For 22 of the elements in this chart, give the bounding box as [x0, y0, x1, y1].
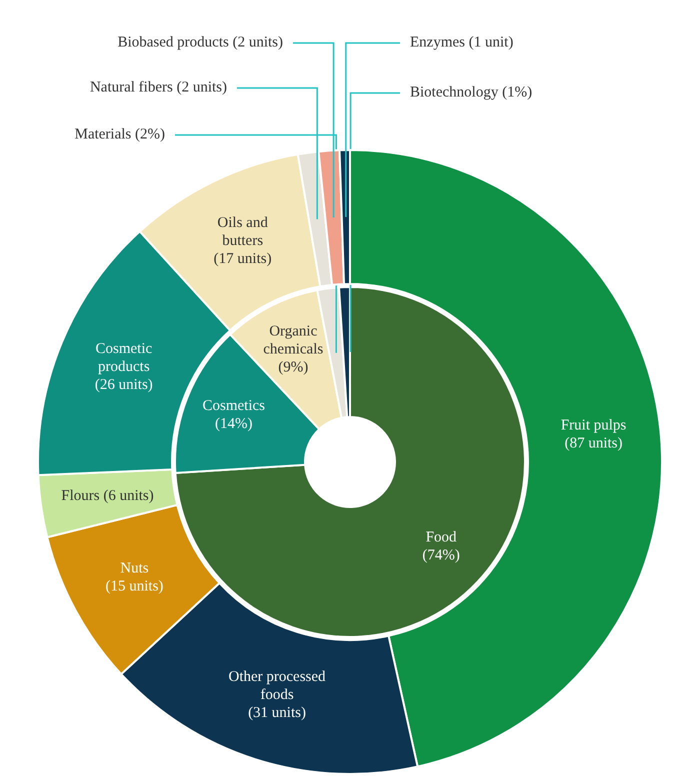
slice-label: Fruit pulps — [560, 418, 626, 434]
data-label: (15 units) — [106, 578, 164, 595]
slice-label: Cosmetic products — [96, 341, 153, 376]
data-label: (31 units) — [248, 705, 306, 722]
slice-label: Biotechnology (1%) — [410, 84, 532, 100]
slice-label: Enzymes (1 unit) — [410, 34, 514, 50]
slice-label: Nuts — [120, 560, 149, 577]
data-label: (87 units) — [564, 436, 622, 452]
slice-label: Oils and butters — [217, 215, 268, 250]
slice-label: Organic chemicals — [263, 324, 324, 358]
slice-label: Other processed foods — [228, 669, 326, 704]
slice-label: Natural fibers (2 units) — [90, 79, 227, 96]
slice-label: Food — [426, 530, 458, 546]
data-label: (26 units) — [94, 377, 153, 394]
data-label: (74%) — [422, 548, 460, 564]
slice-label: Flours (6 units) — [61, 488, 154, 504]
data-label: (14%) — [215, 416, 253, 432]
data-label: (9%) — [278, 360, 308, 376]
slice-label: Materials (2%) — [74, 126, 165, 142]
slice-label: Cosmetics — [202, 398, 266, 414]
slice-label: Biobased products (2 units) — [118, 34, 283, 50]
data-label: (17 units) — [214, 251, 272, 268]
